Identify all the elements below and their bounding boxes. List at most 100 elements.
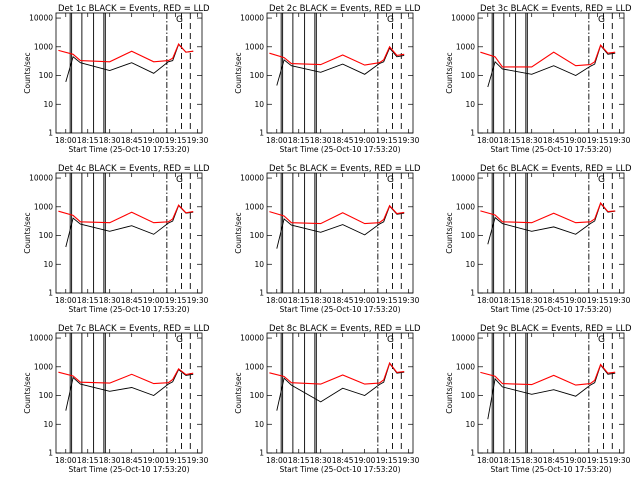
panel-title: Det 8c BLACK = Events, RED = LLD (269, 324, 421, 334)
y-axis-title: Counts/sec (23, 372, 32, 413)
x-tick-label: 18:00 (477, 136, 499, 145)
x-tick-label: 18:30 (99, 456, 121, 465)
y-axis-title: Counts/sec (234, 212, 243, 253)
x-tick-label: 18:45 (121, 456, 143, 465)
x-tick-label: 19:30 (187, 136, 209, 145)
marker-label: G (176, 335, 183, 345)
marker-label: G (598, 175, 605, 185)
panel-title: Det 2c BLACK = Events, RED = LLD (269, 4, 421, 14)
series-line-lld (480, 363, 616, 386)
plot-frame (266, 172, 414, 294)
plot-frame (477, 12, 625, 134)
y-tick-label: 10 (43, 100, 53, 109)
marker-label: G (176, 15, 183, 25)
y-tick-label: 10000 (29, 14, 53, 23)
y-tick-label: 100 (461, 231, 476, 240)
x-tick-label: 18:30 (521, 296, 543, 305)
series-line-events (487, 202, 616, 245)
y-tick-label: 1 (470, 289, 475, 298)
series-line-events (487, 364, 616, 420)
x-tick-label: 19:15 (376, 456, 398, 465)
marker-label: G (387, 175, 394, 185)
series-line-events (65, 368, 194, 411)
plot-frame (266, 332, 414, 454)
x-tick-label: 19:15 (165, 296, 187, 305)
y-tick-label: 1 (48, 289, 53, 298)
y-tick-label: 10 (254, 420, 264, 429)
y-tick-label: 1 (259, 129, 264, 138)
y-tick-label: 100 (250, 231, 265, 240)
y-tick-label: 10000 (240, 334, 264, 343)
plot-frame (55, 12, 203, 134)
y-axis-title: Counts/sec (445, 372, 454, 413)
x-tick-label: 18:00 (477, 296, 499, 305)
y-axis-title: Counts/sec (23, 52, 32, 93)
x-tick-label: 18:00 (55, 136, 77, 145)
x-tick-label: 18:30 (310, 296, 332, 305)
plot-frame (477, 172, 625, 294)
y-tick-label: 1000 (245, 202, 264, 211)
y-tick-label: 1000 (34, 42, 53, 51)
panel-title: Det 6c BLACK = Events, RED = LLD (480, 164, 632, 174)
series-line-lld (480, 44, 616, 68)
panel-title: Det 1c BLACK = Events, RED = LLD (58, 4, 210, 14)
x-tick-label: 18:15 (77, 136, 99, 145)
x-tick-label: 19:15 (376, 136, 398, 145)
y-tick-label: 100 (461, 71, 476, 80)
x-tick-label: 19:30 (609, 296, 631, 305)
series-line-lld (58, 204, 194, 224)
chart-panel: Det 3c BLACK = Events, RED = LLD 1 10 100 10… (445, 4, 632, 154)
series-line-events (65, 43, 194, 83)
x-tick-label: 19:30 (398, 456, 420, 465)
x-tick-label: 18:30 (310, 136, 332, 145)
y-axis-title: Counts/sec (445, 52, 454, 93)
panel-title: Det 4c BLACK = Events, RED = LLD (58, 164, 210, 174)
x-tick-label: 18:15 (499, 456, 521, 465)
x-tick-label: 19:00 (354, 136, 376, 145)
x-axis-title: Start Time (25-Oct-10 17:53:20) (490, 465, 611, 474)
x-tick-label: 18:45 (121, 296, 143, 305)
y-tick-label: 10000 (451, 14, 475, 23)
y-axis-title: Counts/sec (23, 212, 32, 253)
x-tick-label: 18:30 (521, 456, 543, 465)
chart-panel: Det 9c BLACK = Events, RED = LLD 1 10 100 10… (445, 324, 632, 474)
y-tick-label: 1 (259, 449, 264, 458)
panel-title: Det 7c BLACK = Events, RED = LLD (58, 324, 210, 334)
x-tick-label: 18:00 (55, 296, 77, 305)
x-axis-title: Start Time (25-Oct-10 17:53:20) (68, 145, 189, 154)
x-tick-label: 19:30 (609, 136, 631, 145)
x-axis-title: Start Time (25-Oct-10 17:53:20) (490, 145, 611, 154)
y-tick-label: 10000 (240, 14, 264, 23)
y-tick-label: 1000 (245, 362, 264, 371)
y-tick-label: 100 (39, 71, 54, 80)
x-tick-label: 19:30 (609, 456, 631, 465)
y-tick-label: 1 (470, 129, 475, 138)
x-tick-label: 19:00 (143, 136, 165, 145)
x-tick-label: 18:00 (266, 456, 288, 465)
y-tick-label: 10000 (451, 334, 475, 343)
series-line-events (487, 44, 616, 88)
x-tick-label: 18:45 (543, 456, 565, 465)
y-tick-label: 10 (43, 260, 53, 269)
y-tick-label: 1 (259, 289, 264, 298)
y-tick-label: 1000 (456, 42, 475, 51)
x-tick-label: 19:00 (565, 296, 587, 305)
plot-frame (266, 12, 414, 134)
series-line-events (276, 47, 405, 86)
y-tick-label: 10000 (451, 174, 475, 183)
series-line-events (65, 204, 194, 248)
x-tick-label: 18:15 (288, 456, 310, 465)
x-tick-label: 19:15 (587, 136, 609, 145)
x-tick-label: 18:15 (77, 296, 99, 305)
x-tick-label: 18:45 (543, 296, 565, 305)
x-tick-label: 18:30 (310, 456, 332, 465)
chart-panel: Det 7c BLACK = Events, RED = LLD 1 10 100 10… (23, 324, 210, 474)
chart-panel: Det 4c BLACK = Events, RED = LLD 1 10 100 10… (23, 164, 210, 314)
y-tick-label: 1000 (34, 202, 53, 211)
marker-label: G (387, 335, 394, 345)
y-tick-label: 10 (254, 100, 264, 109)
plot-frame (55, 332, 203, 454)
x-tick-label: 18:00 (477, 456, 499, 465)
x-tick-label: 18:15 (288, 136, 310, 145)
